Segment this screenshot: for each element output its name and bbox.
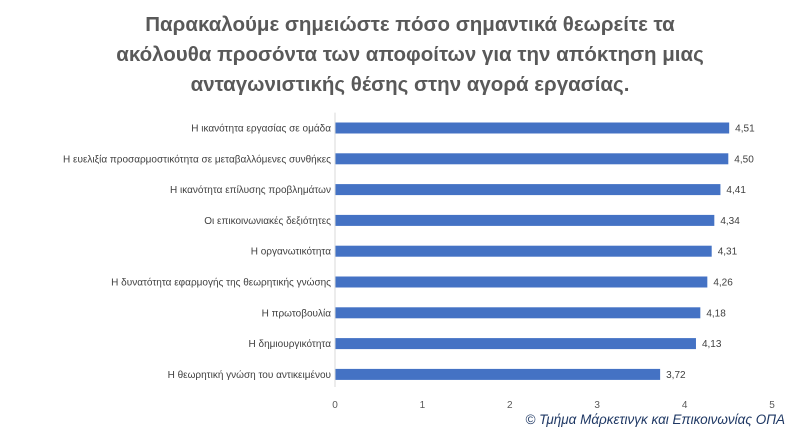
bar [335, 184, 721, 196]
data-label: 4,18 [706, 308, 726, 319]
bars-layer: Η ικανότητα εργασίας σε ομάδα 4,51 Η ευελι… [63, 122, 755, 381]
bar [335, 368, 661, 380]
category-label: Η πρωτοβουλία [262, 307, 332, 319]
data-label: 4,34 [720, 216, 740, 227]
data-label: 4,50 [734, 154, 754, 165]
category-label: Οι επικοινωνιακές δεξιότητες [204, 215, 331, 227]
bar [335, 307, 701, 319]
bar [335, 153, 729, 165]
data-label: 4,13 [702, 339, 722, 350]
x-tick-label: 2 [507, 400, 513, 411]
chart-title-line: ανταγωνιστικής θέσης στην αγορά εργασίας… [190, 73, 630, 96]
data-label: 4,31 [718, 247, 738, 258]
category-label: Η θεωρητική γνώση του αντικειμένου [168, 369, 331, 381]
bar [335, 245, 712, 257]
chart-title: Παρακαλούμε σημειώστε πόσο σημαντικά θεω… [60, 10, 760, 100]
category-label: Η ευελιξία προσαρμοστικότητα σε μεταβαλλ… [63, 153, 331, 165]
category-label: Η δημιουργικότητα [249, 338, 332, 350]
category-label: Η δυνατότητα εφαρμογής της θεωρητικής γν… [111, 277, 331, 289]
x-axis: 0 1 2 3 4 5 [332, 112, 775, 411]
bar [335, 122, 730, 134]
category-label: Η ικανότητα εργασίας σε ομάδα [191, 123, 331, 135]
bar [335, 276, 708, 288]
copyright-credit: © Τμήμα Μάρκετινγκ και Επικοινωνίας ΟΠΑ [525, 412, 785, 427]
x-tick-label: 1 [420, 400, 426, 411]
chart-title-line: Παρακαλούμε σημειώστε πόσο σημαντικά θεω… [145, 13, 675, 36]
data-label: 3,72 [666, 370, 686, 381]
data-label: 4,51 [735, 124, 755, 135]
x-tick-label: 4 [682, 400, 688, 411]
data-label: 4,26 [713, 278, 733, 289]
bar [335, 214, 715, 226]
category-label: Η οργανωτικότητα [251, 246, 331, 258]
x-tick-label: 3 [594, 400, 600, 411]
x-tick-label: 0 [332, 400, 338, 411]
bar [335, 338, 696, 350]
data-label: 4,41 [726, 185, 746, 196]
x-tick-label: 5 [769, 400, 775, 411]
category-label: Η ικανότητα επίλυσης προβλημάτων [170, 184, 331, 196]
chart-title-line: ακόλουθα προσόντα των αποφοίτων για την … [116, 43, 704, 66]
